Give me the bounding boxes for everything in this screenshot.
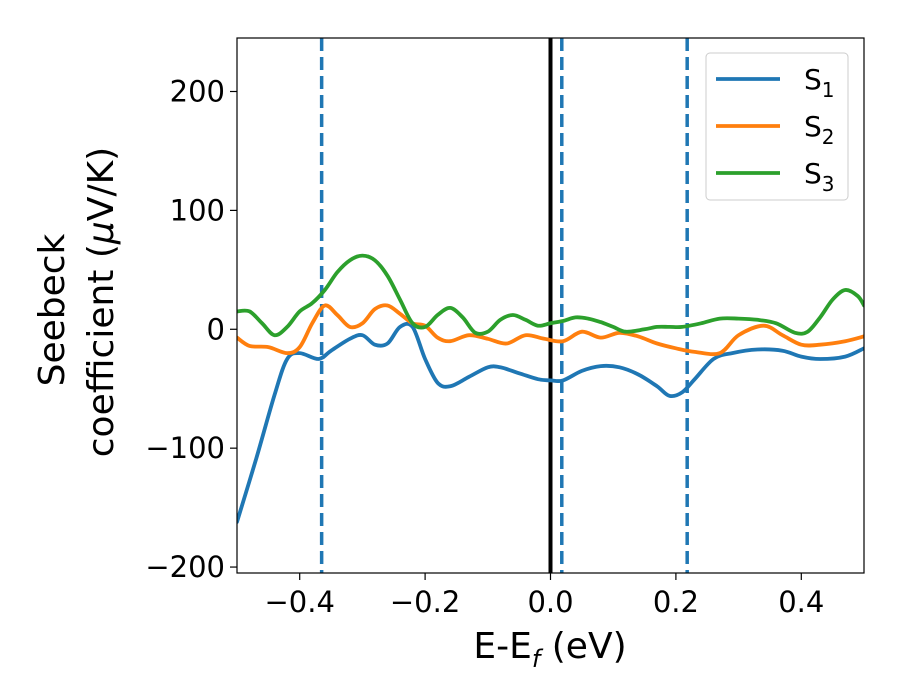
y-tick-label: −200 [145,550,225,584]
x-tick-label: 0.0 [527,585,573,619]
x-tick-label: 0.2 [653,585,699,619]
y-tick-label: 100 [170,193,225,227]
y-axis-label-unit: V/K) [81,147,122,221]
y-tick-label: 0 [207,312,225,346]
y-tick-label: 200 [170,75,225,109]
y-axis-label-mu: μ [81,221,122,245]
x-tick-label: −0.2 [390,585,460,619]
x-axis-ticks: −0.4 −0.2 0.0 0.2 0.4 [264,573,824,619]
x-axis-label: E-Ef (eV) [473,626,626,673]
y-axis-ticks: −200 −100 0 100 200 [145,75,237,584]
y-axis-label-line2: coefficient (μV/K) [81,147,122,457]
x-axis-label-main: E-E [473,626,531,667]
x-tick-label: 0.4 [778,585,824,619]
y-tick-label: −100 [145,431,225,465]
legend-label-S2: S2 [804,110,835,149]
vertical-reference-lines [319,38,689,573]
y-axis-label-text: coefficient ( [81,244,122,457]
series-line-S1 [237,321,864,524]
x-axis-label-unit: (eV) [540,626,626,667]
legend: S1 S2 S3 [705,52,849,201]
legend-label-S3: S3 [804,157,835,196]
series-line-S2 [237,303,864,357]
series-lines [237,253,864,524]
series-line-S3 [237,253,864,338]
legend-label-S1: S1 [804,63,835,102]
x-tick-label: −0.4 [264,585,334,619]
y-axis-label-line1: Seebeck [32,233,73,386]
